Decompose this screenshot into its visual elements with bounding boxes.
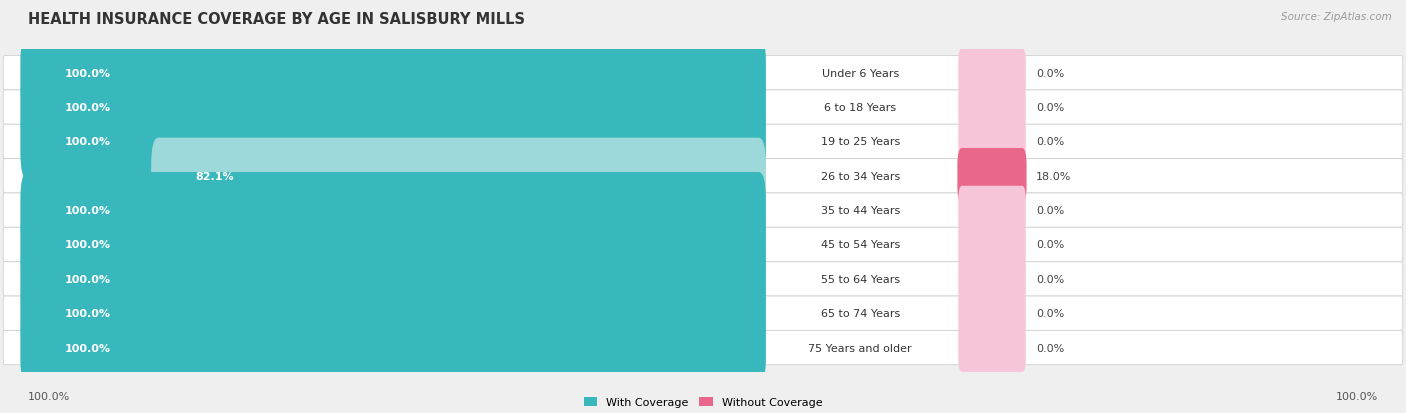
FancyBboxPatch shape <box>3 125 1403 159</box>
Text: 0.0%: 0.0% <box>1036 69 1064 78</box>
Text: 75 Years and older: 75 Years and older <box>808 343 912 353</box>
Text: HEALTH INSURANCE COVERAGE BY AGE IN SALISBURY MILLS: HEALTH INSURANCE COVERAGE BY AGE IN SALI… <box>28 12 524 27</box>
Text: 100.0%: 100.0% <box>65 206 111 216</box>
Text: 0.0%: 0.0% <box>1036 206 1064 216</box>
Text: 100.0%: 100.0% <box>65 240 111 250</box>
FancyBboxPatch shape <box>20 207 766 283</box>
Text: 6 to 18 Years: 6 to 18 Years <box>824 103 896 113</box>
Text: 45 to 54 Years: 45 to 54 Years <box>821 240 900 250</box>
FancyBboxPatch shape <box>3 228 1403 262</box>
Text: 100.0%: 100.0% <box>28 391 70 401</box>
FancyBboxPatch shape <box>957 149 1026 204</box>
FancyBboxPatch shape <box>3 262 1403 296</box>
Text: 100.0%: 100.0% <box>1336 391 1378 401</box>
Text: 100.0%: 100.0% <box>65 137 111 147</box>
FancyBboxPatch shape <box>959 186 1026 235</box>
Text: Under 6 Years: Under 6 Years <box>821 69 898 78</box>
FancyBboxPatch shape <box>959 49 1026 98</box>
FancyBboxPatch shape <box>3 296 1403 330</box>
Text: 65 to 74 Years: 65 to 74 Years <box>821 309 900 318</box>
Text: 18.0%: 18.0% <box>1036 171 1071 181</box>
FancyBboxPatch shape <box>20 173 766 249</box>
Text: 0.0%: 0.0% <box>1036 137 1064 147</box>
Text: 0.0%: 0.0% <box>1036 309 1064 318</box>
FancyBboxPatch shape <box>20 104 766 180</box>
FancyBboxPatch shape <box>959 255 1026 304</box>
Text: 55 to 64 Years: 55 to 64 Years <box>821 274 900 284</box>
FancyBboxPatch shape <box>959 118 1026 166</box>
Text: 100.0%: 100.0% <box>65 69 111 78</box>
Text: 26 to 34 Years: 26 to 34 Years <box>821 171 900 181</box>
FancyBboxPatch shape <box>3 330 1403 365</box>
FancyBboxPatch shape <box>20 275 766 351</box>
Text: 100.0%: 100.0% <box>65 274 111 284</box>
Text: 19 to 25 Years: 19 to 25 Years <box>821 137 900 147</box>
FancyBboxPatch shape <box>3 91 1403 125</box>
FancyBboxPatch shape <box>20 310 766 386</box>
Text: 100.0%: 100.0% <box>65 343 111 353</box>
FancyBboxPatch shape <box>959 83 1026 132</box>
Text: 0.0%: 0.0% <box>1036 343 1064 353</box>
Legend: With Coverage, Without Coverage: With Coverage, Without Coverage <box>583 397 823 408</box>
Text: 0.0%: 0.0% <box>1036 274 1064 284</box>
FancyBboxPatch shape <box>3 194 1403 228</box>
FancyBboxPatch shape <box>3 159 1403 194</box>
FancyBboxPatch shape <box>959 323 1026 372</box>
Text: 82.1%: 82.1% <box>195 171 235 181</box>
FancyBboxPatch shape <box>959 221 1026 269</box>
Text: 100.0%: 100.0% <box>65 309 111 318</box>
FancyBboxPatch shape <box>3 57 1403 91</box>
Text: 0.0%: 0.0% <box>1036 103 1064 113</box>
Text: 0.0%: 0.0% <box>1036 240 1064 250</box>
Text: Source: ZipAtlas.com: Source: ZipAtlas.com <box>1281 12 1392 22</box>
FancyBboxPatch shape <box>959 289 1026 338</box>
FancyBboxPatch shape <box>20 241 766 317</box>
FancyBboxPatch shape <box>20 70 766 146</box>
FancyBboxPatch shape <box>152 138 766 214</box>
FancyBboxPatch shape <box>20 36 766 112</box>
Text: 35 to 44 Years: 35 to 44 Years <box>821 206 900 216</box>
Text: 100.0%: 100.0% <box>65 103 111 113</box>
